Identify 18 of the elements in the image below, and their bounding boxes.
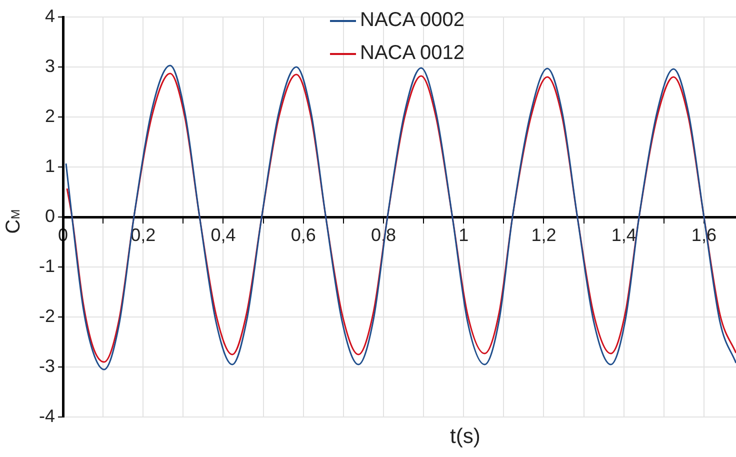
y-tick-label: 2: [44, 106, 55, 126]
y-tick-label: -2: [38, 306, 55, 326]
y-tick-label: 3: [44, 56, 55, 76]
y-tick-label: -4: [38, 406, 55, 426]
legend-label: NACA 0002: [360, 9, 465, 32]
legend-label: NACA 0012: [360, 42, 465, 65]
x-tick-label: 0,4: [210, 224, 236, 245]
y-tick-label: -3: [38, 356, 55, 376]
y-tick-label: 4: [44, 6, 55, 26]
y-tick-label: -1: [38, 256, 55, 276]
x-tick-label: 1,4: [611, 224, 636, 245]
x-axis-title: t(s): [450, 425, 480, 449]
x-tick-label: 1,2: [531, 224, 556, 245]
y-tick-label: 0: [44, 206, 55, 226]
x-tick-label: 1: [458, 224, 469, 245]
x-tick-label: 0,2: [130, 224, 156, 245]
x-tick-label: 0,6: [290, 224, 316, 245]
y-tick-label: 1: [44, 156, 55, 176]
